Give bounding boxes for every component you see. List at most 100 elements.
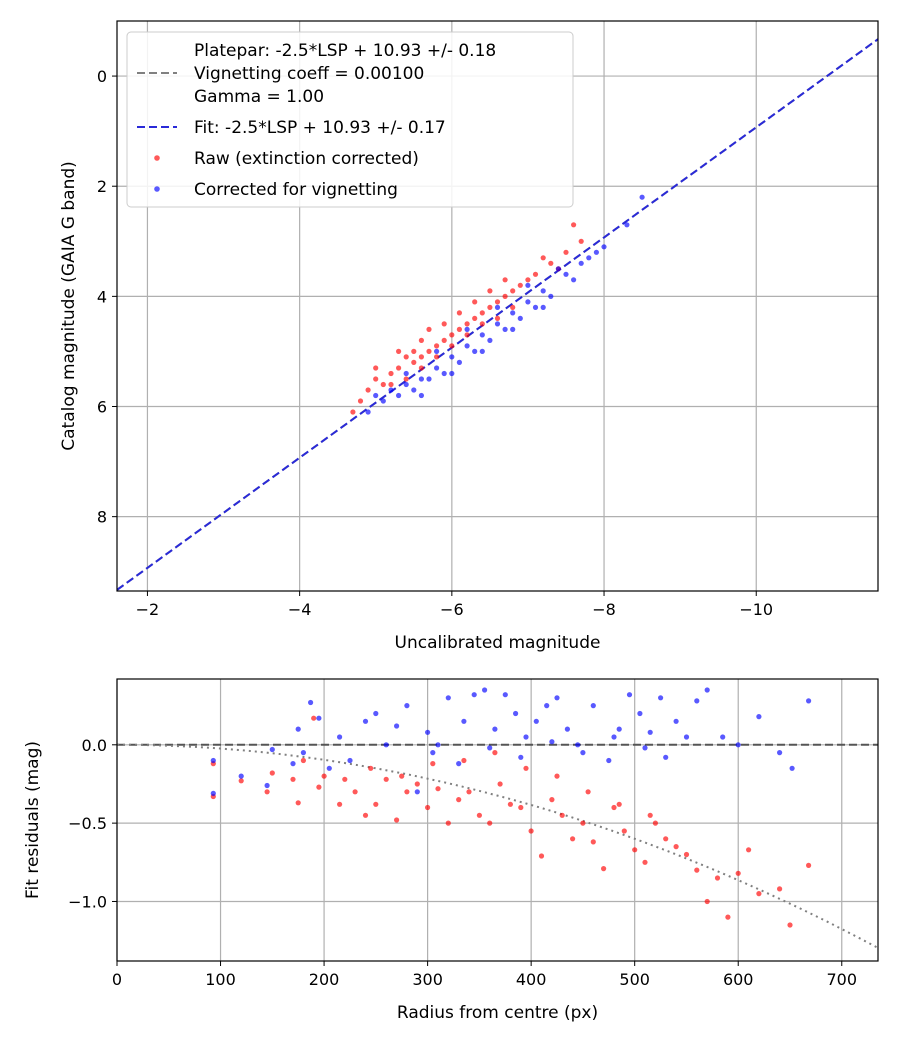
legend-box — [126, 31, 574, 208]
bot-point-corrected — [580, 750, 586, 756]
top-point-corrected — [532, 304, 539, 310]
bot-point-corrected — [647, 729, 653, 735]
bot-point-raw — [342, 776, 348, 782]
bot-point-corrected — [756, 714, 762, 720]
top-point-corrected — [441, 370, 447, 377]
bot-point-raw — [466, 789, 472, 795]
top-point-raw — [434, 354, 440, 360]
bot-xtick-label: 400 — [516, 970, 547, 989]
top-point-corrected — [479, 348, 485, 354]
bot-point-raw — [673, 844, 679, 850]
bot-point-corrected — [502, 692, 508, 698]
top-point-raw — [441, 337, 447, 343]
top-xtick-label: −10 — [739, 600, 773, 619]
top-point-corrected — [449, 370, 455, 377]
top-point-raw — [350, 409, 356, 415]
bot-point-raw — [518, 804, 524, 811]
top-point-raw — [373, 365, 379, 371]
bot-point-corrected — [316, 715, 322, 721]
top-point-raw — [502, 277, 508, 283]
bot-xtick-label: 100 — [205, 970, 236, 989]
bot-ytick-label: −1.0 — [68, 892, 107, 911]
bot-point-raw — [337, 801, 343, 807]
bot-point-corrected — [373, 710, 379, 717]
bot-xtick-label: 700 — [826, 970, 857, 989]
legend-entry-text: Fit: -2.5*LSP + 10.93 +/- 0.17 — [194, 118, 446, 138]
top-point-raw — [517, 282, 523, 288]
bot-point-raw — [383, 776, 389, 782]
bot-point-raw — [694, 867, 700, 873]
bot-point-raw — [735, 870, 741, 876]
legend-swatch-dot — [154, 155, 160, 161]
bot-point-corrected — [606, 757, 612, 764]
bot-point-raw — [316, 784, 322, 790]
top-point-raw — [396, 365, 402, 371]
bot-point-corrected — [694, 698, 700, 704]
top-point-raw — [456, 326, 462, 332]
top-xtick-label: −8 — [592, 600, 616, 619]
bot-point-raw — [264, 789, 270, 795]
top-point-corrected — [494, 321, 501, 327]
top-ytick-label: 8 — [97, 508, 107, 527]
bot-xtick-label: 300 — [412, 970, 443, 989]
bot-point-raw — [492, 750, 498, 756]
bot-point-raw — [570, 836, 576, 842]
bottom-grid — [116, 679, 878, 961]
bot-point-raw — [683, 851, 690, 858]
top-point-raw — [464, 332, 470, 338]
top-point-raw — [502, 293, 508, 299]
legend-entry-text: Raw (extinction corrected) — [194, 149, 419, 169]
bot-point-corrected — [482, 687, 488, 693]
bottom-y-axis-label: Fit residuals (mag) — [23, 741, 43, 899]
bot-point-corrected — [264, 782, 270, 789]
top-point-corrected — [434, 348, 440, 354]
bot-point-raw — [290, 776, 296, 782]
top-point-corrected — [525, 282, 531, 288]
legend-swatch-dot — [154, 186, 160, 192]
top-point-raw — [418, 337, 424, 343]
top-point-corrected — [571, 277, 577, 283]
top-point-corrected — [411, 387, 417, 393]
bot-point-raw — [399, 773, 405, 779]
bot-point-raw — [590, 839, 596, 845]
top-point-raw — [388, 381, 394, 388]
top-point-raw — [479, 310, 485, 316]
bot-point-raw — [368, 765, 374, 771]
top-point-raw — [426, 326, 432, 332]
top-point-raw — [540, 255, 546, 261]
legend-entry-text: Gamma = 1.00 — [194, 87, 324, 107]
bot-point-corrected — [300, 750, 306, 756]
top-point-raw — [563, 249, 569, 255]
top-point-raw — [532, 271, 539, 277]
bot-ytick-label: −0.5 — [68, 814, 107, 833]
top-point-corrected — [593, 249, 600, 255]
top-point-corrected — [403, 381, 409, 388]
top-plot-frame — [116, 20, 879, 592]
bot-point-raw — [394, 817, 400, 823]
bot-point-raw — [497, 781, 503, 787]
top-point-corrected — [472, 348, 478, 354]
top-point-raw — [403, 376, 409, 382]
bottom-tick-labels: 0 100 200 300 400 500 600 700 0.0 −0.5 −1.0 — [68, 736, 857, 989]
top-point-raw — [487, 304, 493, 310]
top-point-corrected — [388, 387, 394, 393]
top-point-corrected — [464, 326, 470, 332]
bot-point-raw — [430, 761, 436, 767]
bot-point-corrected — [806, 698, 812, 704]
bot-point-corrected — [295, 726, 301, 732]
bot-xtick-label: 600 — [723, 970, 754, 989]
bot-point-raw — [435, 786, 441, 792]
top-point-corrected — [494, 304, 501, 310]
bot-point-raw — [445, 820, 451, 826]
bot-point-raw — [425, 804, 431, 811]
bot-point-raw — [777, 886, 783, 892]
bot-point-raw — [461, 757, 467, 764]
bot-point-corrected — [513, 710, 519, 717]
top-point-corrected — [548, 293, 554, 299]
legend-entry-text: Corrected for vignetting — [194, 180, 398, 200]
top-point-corrected — [517, 315, 523, 321]
bot-point-raw — [528, 828, 534, 834]
bot-point-corrected — [611, 734, 617, 740]
